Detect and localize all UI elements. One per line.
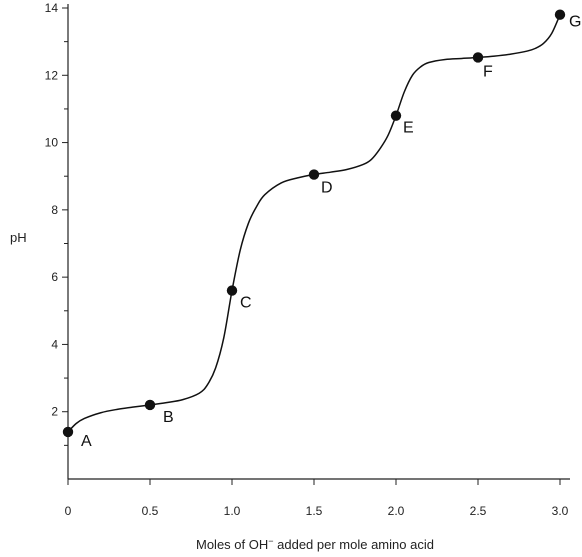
y-axis-label: pH: [10, 230, 27, 245]
data-point-d: [308, 169, 320, 180]
y-tick-label: 2: [51, 405, 58, 419]
y-tick-label: 10: [45, 136, 59, 150]
y-tick-label: 12: [45, 68, 59, 82]
data-point-c: [226, 285, 238, 296]
y-ticks: 2 4 6 8 10 12 14: [45, 1, 68, 446]
x-axis-label-superscript: −: [268, 536, 273, 546]
x-tick-label: 0.5: [142, 504, 159, 518]
point-label-c: C: [240, 295, 252, 312]
x-tick-label: 2.5: [470, 504, 487, 518]
x-tick-label: 2.0: [388, 504, 405, 518]
y-tick-label: 6: [51, 270, 58, 284]
data-point-b: [144, 399, 156, 411]
point-label-b: B: [163, 409, 174, 426]
x-axis-label-main: Moles of OH: [196, 537, 268, 552]
y-tick-label: 4: [51, 337, 58, 351]
y-tick-label: 14: [45, 1, 59, 15]
point-label-f: F: [483, 63, 493, 80]
x-tick-label: 1.0: [224, 504, 241, 518]
x-tick-label: 0: [65, 504, 72, 518]
x-tick-label: 1.5: [306, 504, 323, 518]
data-point-f: [472, 52, 484, 63]
point-label-e: E: [403, 120, 414, 137]
point-label-a: A: [81, 433, 92, 450]
x-axis-label-suffix: added per mole amino acid: [274, 537, 434, 552]
axes: [67, 4, 570, 480]
data-point-g: [554, 9, 566, 20]
x-tick-label: 3.0: [552, 504, 569, 518]
data-point-a: [62, 426, 74, 438]
x-axis-label: Moles of OH− added per mole amino acid: [196, 536, 434, 552]
point-label-d: D: [321, 180, 333, 197]
point-label-g: G: [569, 14, 581, 31]
data-point-e: [390, 110, 402, 121]
x-ticks: 0 0.5 1.0 1.5 2.0 2.5 3.0: [65, 479, 569, 518]
y-tick-label: 8: [51, 203, 58, 217]
data-points: A B C D E F G: [62, 9, 581, 450]
